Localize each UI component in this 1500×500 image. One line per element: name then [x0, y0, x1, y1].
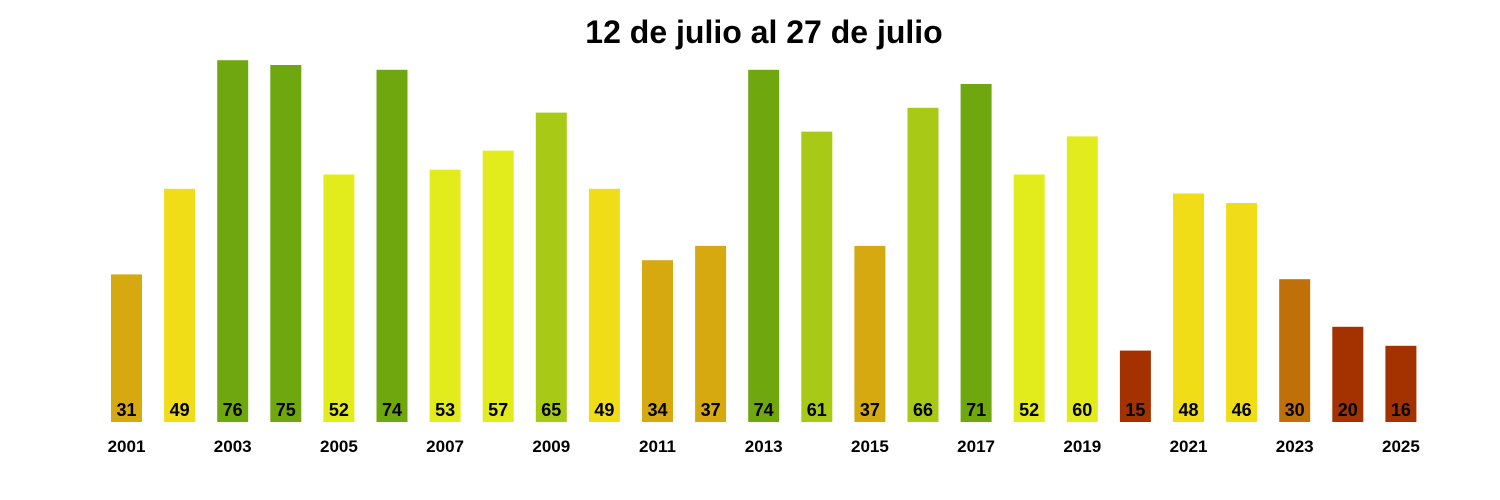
bar-2017	[960, 84, 992, 422]
bar-2002	[164, 188, 196, 422]
bars-group	[111, 60, 1417, 423]
x-tick-label-2021: 2021	[1170, 437, 1208, 456]
bar-2019	[1066, 136, 1098, 422]
bar-2014	[801, 131, 833, 422]
bar-2001	[111, 274, 142, 422]
x-tick-label-2003: 2003	[214, 437, 252, 456]
bar-2004	[270, 65, 302, 422]
bar-2021	[1173, 193, 1204, 422]
value-label-2017: 71	[966, 400, 986, 420]
x-tick-label-2005: 2005	[320, 437, 358, 456]
value-label-2008: 57	[488, 400, 508, 420]
value-label-2024: 20	[1338, 400, 1358, 420]
bar-2023	[1279, 279, 1311, 422]
bar-2013	[748, 69, 780, 423]
x-tick-label-2017: 2017	[957, 437, 995, 456]
x-tick-label-2025: 2025	[1382, 437, 1420, 456]
x-tick-label-2009: 2009	[532, 437, 570, 456]
bar-2007	[429, 169, 461, 422]
value-label-2025: 16	[1391, 400, 1411, 420]
value-label-2020: 15	[1125, 400, 1145, 420]
value-label-2012: 37	[701, 400, 721, 420]
x-tick-label-2019: 2019	[1063, 437, 1101, 456]
bar-2010	[588, 188, 620, 422]
bar-2024	[1332, 326, 1364, 422]
value-label-2010: 49	[594, 400, 614, 420]
value-label-2014: 61	[807, 400, 827, 420]
bar-2005	[323, 174, 355, 422]
value-label-2019: 60	[1072, 400, 1092, 420]
value-label-2001: 31	[116, 400, 136, 420]
bar-2006	[376, 69, 408, 423]
value-label-2015: 37	[860, 400, 880, 420]
x-tick-label-2015: 2015	[851, 437, 889, 456]
value-labels-group: 31 49 76 75 52 74 53 57 65 49 34 37 74 61 37 66 71 52 60 15…	[116, 400, 1410, 420]
value-label-2009: 65	[541, 400, 561, 420]
bar-2018	[1013, 174, 1045, 422]
bar-2016	[907, 107, 939, 423]
bar-2012	[695, 245, 727, 422]
value-label-2003: 76	[223, 400, 243, 420]
value-label-2005: 52	[329, 400, 349, 420]
x-axis-tick-labels: 2001 2003 2005 2007 2009 2011 2013 2015 2017 2019…	[108, 437, 1420, 456]
bar-2009	[535, 112, 567, 422]
bar-2022	[1226, 203, 1258, 422]
bar-2003	[217, 60, 249, 422]
x-tick-label-2013: 2013	[745, 437, 783, 456]
value-label-2016: 66	[913, 400, 933, 420]
x-tick-label-2023: 2023	[1276, 437, 1314, 456]
value-label-2011: 34	[647, 400, 667, 420]
value-label-2004: 75	[276, 400, 296, 420]
value-label-2023: 30	[1285, 400, 1305, 420]
value-label-2002: 49	[170, 400, 190, 420]
value-label-2021: 48	[1178, 400, 1198, 420]
value-label-2013: 74	[754, 400, 774, 420]
bar-2008	[482, 150, 514, 422]
bar-2025	[1385, 345, 1417, 422]
bar-2011	[642, 260, 673, 422]
x-tick-label-2007: 2007	[426, 437, 464, 456]
bar-2020	[1119, 350, 1151, 422]
x-tick-label-2011: 2011	[639, 437, 676, 456]
bar-2015	[854, 245, 886, 422]
chart-title: 12 de julio al 27 de julio	[585, 14, 942, 50]
value-label-2007: 53	[435, 400, 455, 420]
x-tick-label-2001: 2001	[108, 437, 146, 456]
value-label-2006: 74	[382, 400, 402, 420]
value-label-2018: 52	[1019, 400, 1039, 420]
value-label-2022: 46	[1232, 400, 1252, 420]
